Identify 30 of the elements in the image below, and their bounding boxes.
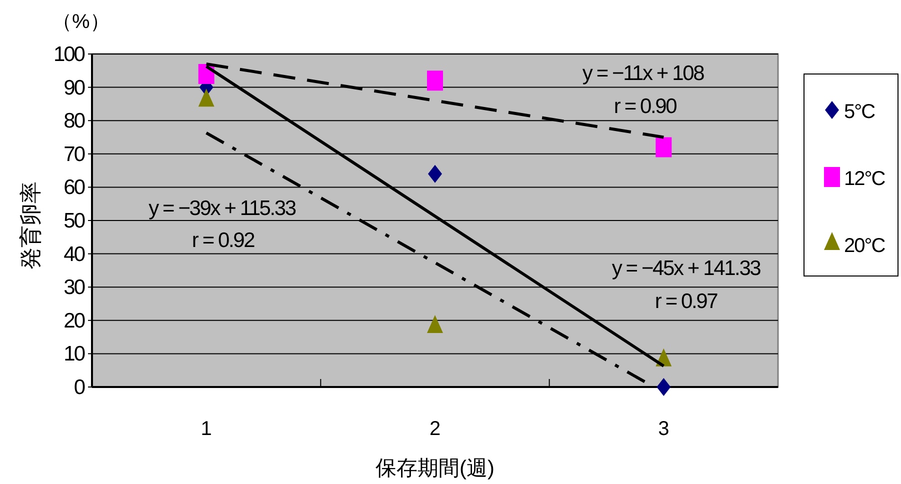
legend-label: 12°C: [844, 168, 886, 190]
y-tick-label: 80: [64, 110, 85, 133]
legend-label: 20°C: [844, 235, 886, 257]
x-tick-label: 1: [200, 418, 212, 440]
text: （%）: [52, 11, 110, 33]
y-tick-label: 10: [64, 342, 85, 366]
y-tick-label: 60: [64, 176, 85, 200]
annotation: y = −39x + 115.33: [148, 197, 296, 220]
y-tick-label: 70: [64, 142, 85, 166]
y-tick-label: 100: [53, 43, 85, 66]
y-tick-label: 40: [64, 242, 85, 266]
point: [428, 164, 442, 183]
x-tick-label: 3: [658, 418, 670, 440]
annotation: r = 0.90: [614, 95, 677, 118]
annotation: y = −45x + 141.33: [612, 257, 761, 280]
y-tick-label: 90: [64, 76, 85, 100]
legend-label: 5°C: [844, 101, 876, 123]
annotation: r = 0.97: [654, 290, 718, 313]
annotation: y = −11x + 108: [582, 62, 704, 85]
point: [427, 315, 443, 334]
x-tick-label: 2: [429, 418, 441, 440]
y-axis-title: 発育卵率: [18, 182, 43, 270]
y-tick-label: 20: [64, 309, 85, 332]
point: [656, 137, 672, 158]
x-axis-title: 保存期間(週): [376, 457, 494, 480]
annotation: r = 0.92: [192, 229, 255, 252]
y-tick-label: 0: [74, 376, 85, 399]
y-tick-label: 50: [64, 210, 85, 232]
point: [427, 70, 443, 91]
y-tick-label: 30: [64, 276, 85, 300]
